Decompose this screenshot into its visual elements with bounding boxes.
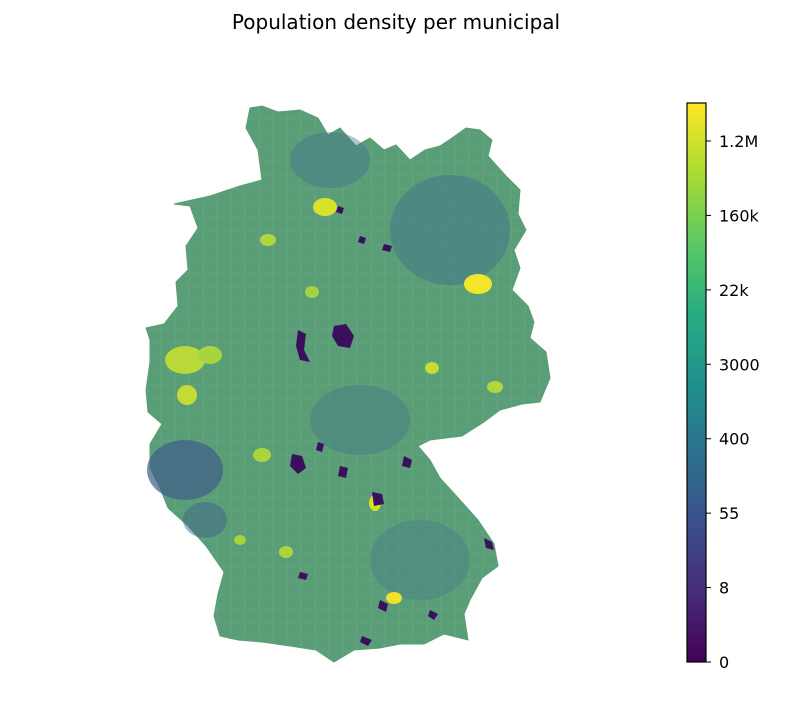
colorbar-ticks: 0 8 55 400 3000 22k 160k 1.2M bbox=[706, 132, 760, 672]
colorbar-tick-label: 55 bbox=[719, 504, 739, 523]
swabia-zero-area bbox=[298, 572, 308, 580]
hamburg-hotspot bbox=[313, 198, 337, 216]
bavaria-mid-density-zone bbox=[370, 520, 470, 600]
harz-west-zero-area bbox=[296, 330, 310, 362]
alps-zero-area-1 bbox=[378, 600, 388, 612]
chart-title: Population density per municipal bbox=[231, 10, 561, 34]
hanover-hotspot bbox=[305, 286, 319, 298]
colorbar-fill bbox=[687, 103, 706, 662]
colorbar-tick-label: 8 bbox=[719, 579, 729, 598]
bavarian-forest-zero-area bbox=[484, 538, 494, 550]
colorbar-tick-label: 22k bbox=[719, 281, 749, 300]
colorbar-frame bbox=[686, 102, 707, 663]
harz-zero-area bbox=[332, 324, 354, 348]
germany-outline bbox=[145, 105, 551, 663]
rhine-corridor-hotspot bbox=[198, 346, 222, 364]
thuringia-zero-area bbox=[290, 454, 306, 474]
alps-zero-area-2 bbox=[360, 636, 372, 646]
berlin-hotspot bbox=[464, 274, 492, 294]
frankonia-zero-area-3 bbox=[372, 492, 384, 506]
northeast-mid-density-zone bbox=[390, 175, 510, 285]
eifel-low-density-zone bbox=[147, 440, 223, 500]
north-zero-area-2 bbox=[382, 244, 392, 252]
pfalz-low-density-zone bbox=[183, 502, 227, 538]
cologne-hotspot bbox=[177, 385, 197, 405]
frankonia-zero-area-1 bbox=[316, 442, 324, 452]
frankonia-zero-area-2 bbox=[338, 466, 348, 478]
colorbar-tick-label: 1.2M bbox=[719, 132, 758, 151]
colorbar-tick-label: 400 bbox=[719, 430, 750, 449]
munich-hotspot bbox=[386, 592, 402, 604]
colorbar: 0 8 55 400 3000 22k 160k 1.2M bbox=[686, 102, 760, 672]
upper-palatinate-zero-area bbox=[402, 456, 412, 468]
north-zero-area-1 bbox=[358, 236, 366, 244]
north-mid-density-zone bbox=[290, 132, 370, 188]
germany-map bbox=[145, 105, 551, 663]
colorbar-tick-label: 0 bbox=[719, 653, 729, 672]
leipzig-hotspot bbox=[425, 362, 439, 374]
colorbar-tick-label: 3000 bbox=[719, 355, 760, 374]
ruhr-hotspot bbox=[165, 346, 205, 374]
hamburg-east-zero-area bbox=[336, 206, 344, 214]
stuttgart-hotspot bbox=[279, 546, 293, 558]
karlsruhe-hotspot bbox=[234, 535, 246, 545]
zero-density-areas bbox=[290, 206, 494, 646]
dresden-hotspot bbox=[487, 381, 503, 393]
frankfurt-hotspot bbox=[253, 448, 271, 462]
alps-zero-area-3 bbox=[428, 610, 438, 620]
central-mid-density-zone bbox=[310, 385, 410, 455]
colorbar-tick-label: 160k bbox=[719, 206, 760, 225]
bremen-hotspot bbox=[260, 234, 276, 246]
